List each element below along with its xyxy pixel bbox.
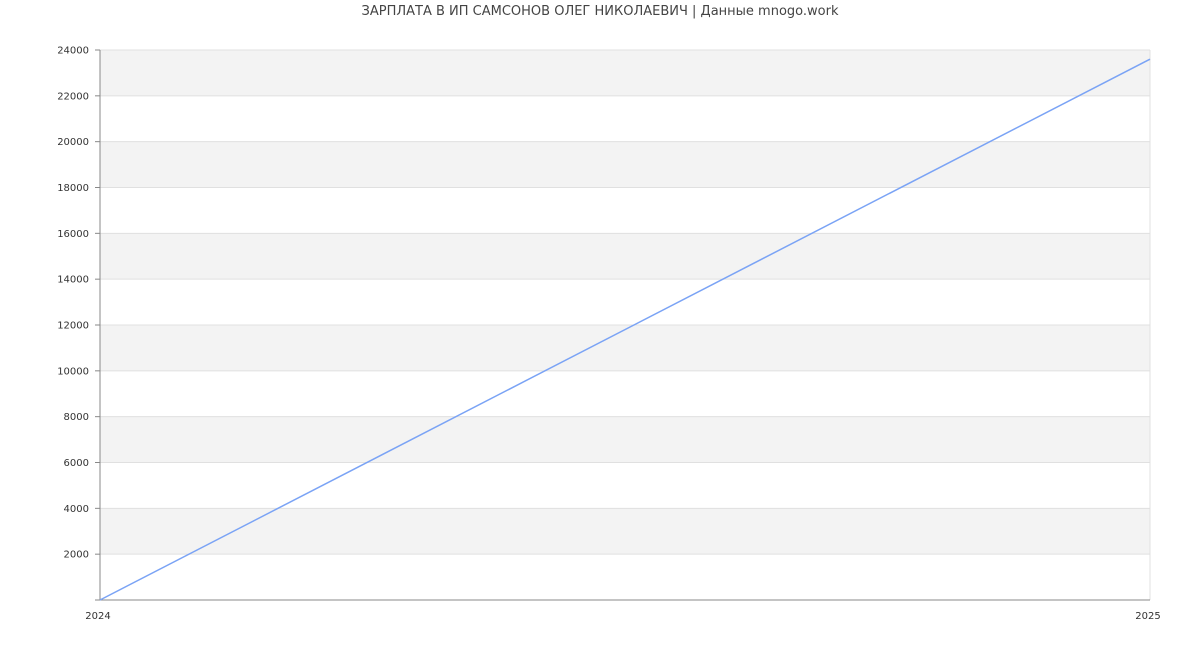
y-tick-label: 2000 bbox=[64, 550, 89, 561]
y-tick-label: 24000 bbox=[57, 46, 89, 57]
grid-band bbox=[100, 508, 1150, 555]
x-tick-label: 2025 bbox=[1135, 611, 1160, 622]
chart-title: ЗАРПЛАТА В ИП САМСОНОВ ОЛЕГ НИКОЛАЕВИЧ |… bbox=[361, 4, 839, 19]
series-line bbox=[99, 58, 1151, 601]
y-tick-label: 8000 bbox=[64, 412, 89, 423]
y-tick-label: 20000 bbox=[57, 137, 89, 148]
grid-band bbox=[100, 416, 1150, 463]
y-tick-label: 6000 bbox=[64, 458, 89, 469]
x-tick-label: 2024 bbox=[85, 611, 110, 622]
grid-band bbox=[100, 50, 1150, 96]
y-tick-label: 10000 bbox=[57, 366, 89, 377]
y-tick-label: 14000 bbox=[57, 275, 89, 286]
y-tick-label: 18000 bbox=[57, 183, 89, 194]
y-tick-label: 4000 bbox=[64, 504, 89, 515]
y-tick-label: 16000 bbox=[57, 229, 89, 240]
grid-band bbox=[100, 141, 1150, 188]
grid-band bbox=[100, 325, 1150, 371]
grid-band bbox=[100, 233, 1150, 280]
y-tick-label: 12000 bbox=[57, 321, 89, 332]
y-tick-label: 22000 bbox=[57, 91, 89, 102]
